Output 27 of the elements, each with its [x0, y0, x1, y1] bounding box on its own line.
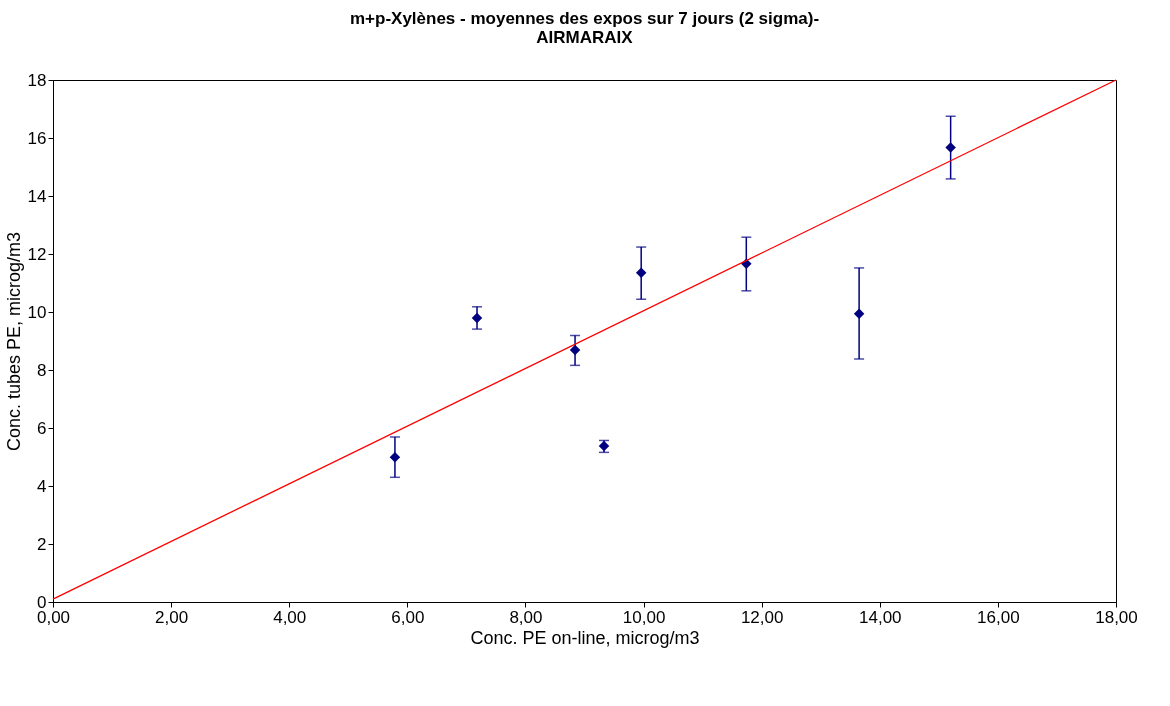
x-tick-label: 16,00	[977, 607, 1020, 627]
y-tick-label: 4	[37, 476, 47, 496]
y-tick-label: 10	[27, 302, 47, 322]
x-tick-label: 10,00	[622, 607, 666, 627]
chart-title: m+p-Xylènes - moyennes des expos sur 7 jours (2 sigma)- AIRMARAIX	[349, 9, 820, 47]
x-tick-label: 4,00	[273, 607, 307, 627]
x-tick-label: 12,00	[740, 607, 784, 627]
y-tick-label: 2	[37, 534, 47, 554]
y-axis-title: Conc. tubes PE, microg/m3	[3, 231, 24, 452]
y-tick-label: 18	[27, 70, 47, 90]
point	[569, 344, 581, 356]
x-tick-label: 18,00	[1095, 607, 1138, 627]
x-axis-title: Conc. PE on-line, microg/m3	[470, 627, 700, 648]
point	[853, 308, 865, 319]
point	[471, 312, 483, 324]
y-tick-label: 14	[27, 186, 47, 206]
point	[389, 452, 401, 463]
point	[635, 267, 647, 279]
x-tick-label: 2,00	[155, 607, 189, 627]
x-tick-label: 6,00	[391, 607, 425, 627]
y-tick-label: 6	[37, 418, 47, 438]
y-tick-label: 16	[27, 128, 47, 148]
x-tick-label: 14,00	[859, 607, 902, 627]
x-tick-label: 8,00	[509, 607, 543, 627]
y-tick-label: 12	[27, 244, 47, 264]
y-tick-label: 8	[37, 360, 47, 380]
point	[945, 142, 956, 153]
